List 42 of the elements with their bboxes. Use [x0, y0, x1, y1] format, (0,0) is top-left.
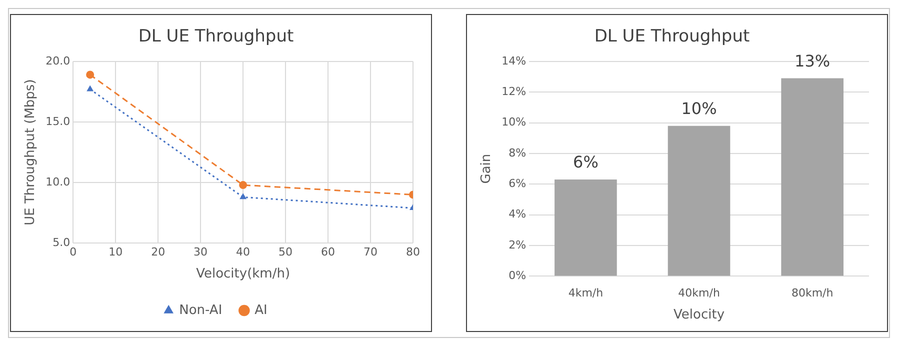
- x-tick-label: 80km/h: [791, 286, 834, 300]
- y-tick-label: 8%: [508, 146, 526, 160]
- point: [86, 85, 94, 92]
- y-tick-label: 0%: [508, 269, 526, 282]
- y-tick-label: 20.0: [46, 54, 70, 68]
- y-axis-title: UE Throughput (Mbps): [23, 79, 38, 226]
- x-tick-label: 10: [108, 246, 123, 259]
- x-tick-label: 30: [194, 246, 208, 259]
- data-label: 6%: [573, 152, 598, 172]
- legend-label: AI: [254, 302, 268, 318]
- bar: [781, 78, 844, 276]
- y-axis-title: Gain: [479, 154, 494, 184]
- point: [86, 70, 94, 79]
- x-tick-label: 4km/h: [568, 286, 604, 300]
- y-tick-label: 10.0: [46, 175, 70, 188]
- point: [240, 193, 247, 200]
- x-tick-label: 20: [151, 246, 166, 259]
- x-tick-label: 60: [321, 246, 336, 259]
- legend-label: Non-AI: [179, 302, 222, 318]
- data-label: 13%: [794, 51, 830, 70]
- x-axis-title: Velocity(km/h): [196, 266, 290, 282]
- x-tick-label: 0: [70, 246, 77, 259]
- chart-title: DL UE Throughput: [594, 26, 750, 47]
- y-tick-label: 12%: [502, 84, 526, 98]
- x-tick-label: 40km/h: [678, 286, 720, 300]
- x-axis-title: Velocity: [674, 308, 725, 323]
- y-tick-label: 4%: [508, 208, 526, 221]
- chart-title: DL UE Throughput: [138, 26, 294, 47]
- x-tick-label: 50: [278, 246, 293, 259]
- y-tick-label: 14%: [502, 54, 526, 68]
- x-tick-label: 80: [406, 246, 420, 259]
- x-tick-label: 40: [236, 246, 250, 259]
- bar: [668, 126, 730, 276]
- y-tick-label: 10%: [502, 116, 526, 129]
- bar: [554, 180, 617, 276]
- y-tick-label: 6%: [508, 177, 526, 190]
- data-label: 10%: [681, 98, 717, 118]
- y-tick-label: 5.0: [52, 236, 70, 250]
- point: [239, 181, 248, 190]
- y-tick-label: 15.0: [46, 114, 70, 128]
- x-tick-label: 70: [364, 246, 378, 259]
- y-tick-label: 2%: [508, 238, 526, 252]
